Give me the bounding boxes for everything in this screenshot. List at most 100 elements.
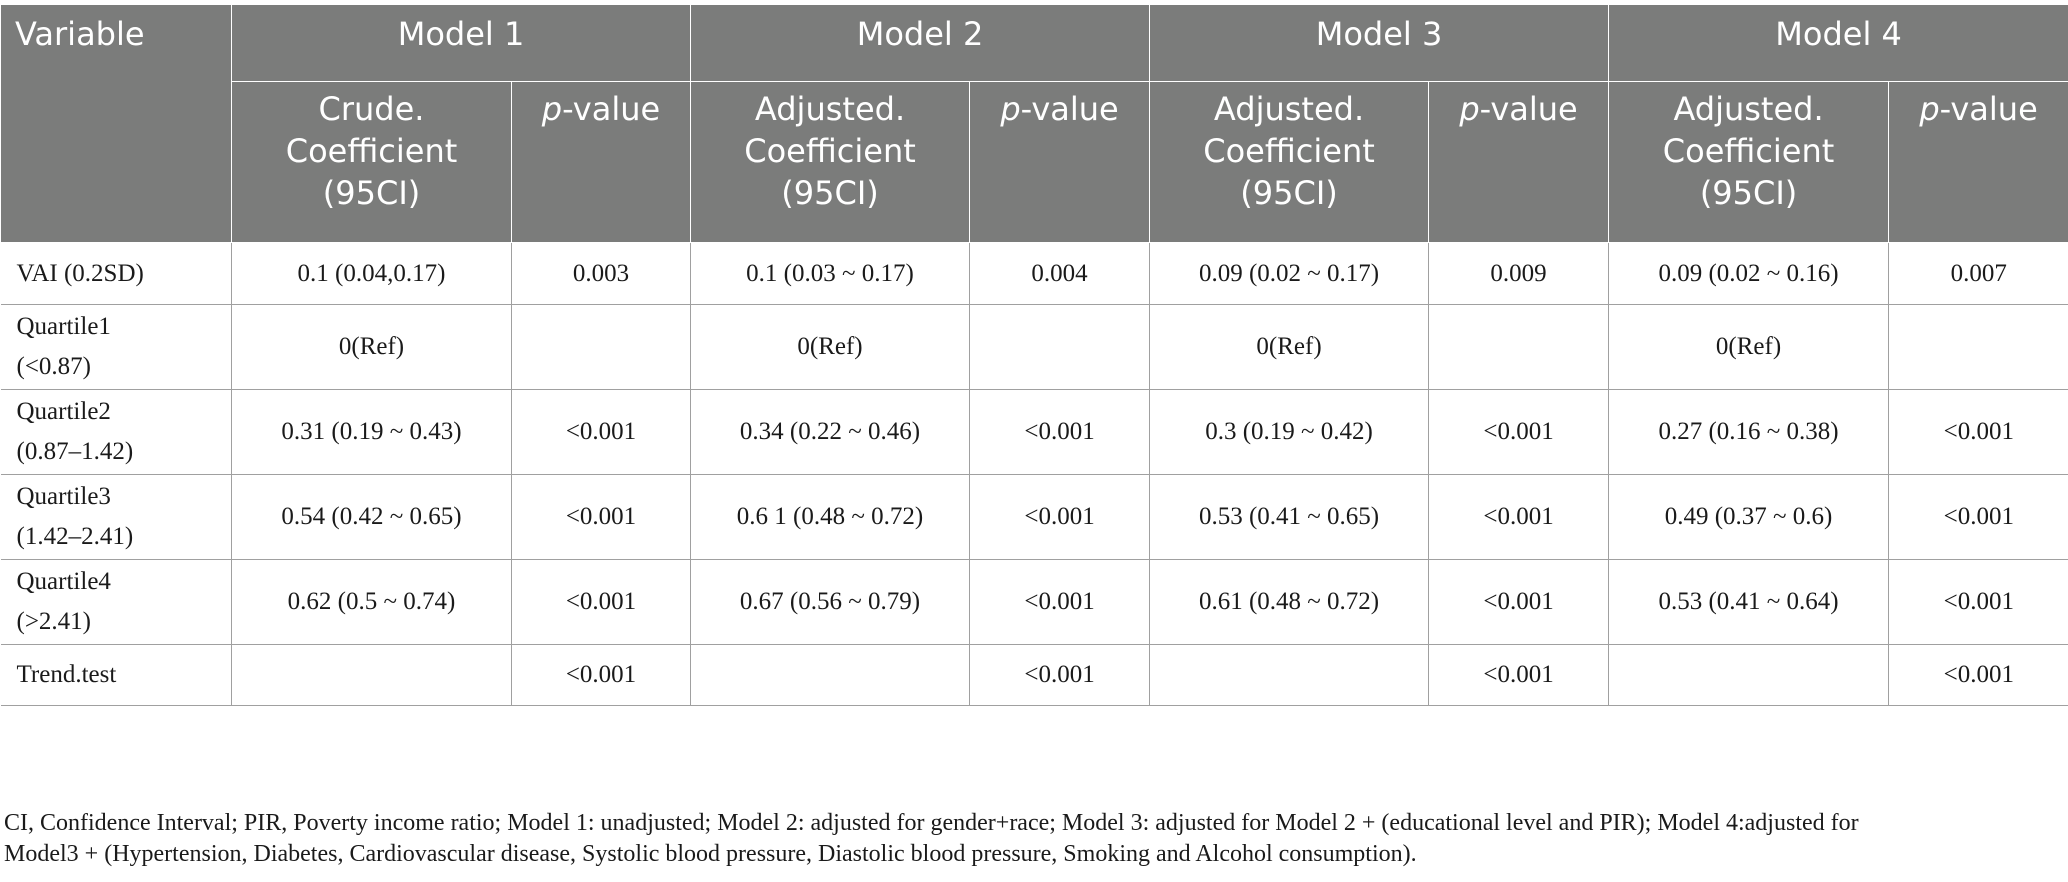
model-4-pvalue-header: p-value [1888, 81, 2068, 243]
pvalue-cell: 0.004 [969, 242, 1151, 305]
pvalue-cell: <0.001 [969, 474, 1151, 560]
pvalue-cell: <0.001 [969, 644, 1151, 706]
model-2-header: Model 2 [690, 4, 1151, 82]
row-label-line: (0.87–1.42) [16, 438, 134, 465]
pvalue-italic-p: p [1919, 90, 1940, 128]
pvalue-italic-p: p [1459, 90, 1480, 128]
coef-header-line: Adjusted. [1673, 90, 1824, 128]
coef-header-line: (95CI) [1699, 174, 1798, 212]
pvalue-cell: <0.001 [510, 389, 692, 475]
row-label-line: Quartile1 [16, 313, 111, 340]
coef-header-line: Adjusted. [1213, 90, 1365, 128]
pvalue-suffix: -value [1020, 90, 1119, 128]
pvalue-cell: 0.009 [1428, 242, 1610, 305]
model-3-header: Model 3 [1149, 4, 1610, 82]
coef-header-line: Coefficient [285, 132, 458, 170]
row-label-line: VAI (0.2SD) [16, 259, 144, 287]
table-row-trend-test: Trend.test <0.001 <0.001 <0.001 <0.001 [0, 644, 2068, 706]
footnote-line: Model3 + (Hypertension, Diabetes, Cardio… [4, 841, 1417, 867]
coefficient-cell: 0.09 (0.02 ~ 0.17) [1149, 242, 1430, 305]
table-row-quartile2: Quartile2 (0.87–1.42) 0.31 (0.19 ~ 0.43)… [0, 389, 2068, 475]
pvalue-cell: <0.001 [1428, 474, 1610, 560]
regression-table-container: Variable Model 1 Model 2 Model 3 Model 4… [0, 4, 2068, 706]
coefficient-cell: 0.53 (0.41 ~ 0.65) [1149, 474, 1430, 560]
coef-header-line: (95CI) [781, 174, 879, 212]
pvalue-cell: <0.001 [510, 559, 692, 645]
pvalue-cell: <0.001 [1888, 559, 2068, 645]
coef-header-line: Coefficient [744, 132, 916, 170]
pvalue-cell: <0.001 [1888, 474, 2068, 560]
coefficient-cell: 0.31 (0.19 ~ 0.43) [231, 389, 512, 475]
coef-header-line: Coefficient [1203, 132, 1375, 170]
pvalue-cell: <0.001 [1428, 644, 1610, 706]
pvalue-cell [969, 304, 1151, 390]
footnote-line: CI, Confidence Interval; PIR, Poverty in… [4, 810, 1859, 836]
table-row-quartile1: Quartile1 (<0.87) 0(Ref) 0(Ref) 0(Ref) 0… [0, 304, 2068, 390]
coef-header-line: Adjusted. [754, 90, 906, 128]
coefficient-cell: 0.53 (0.41 ~ 0.64) [1608, 559, 1890, 645]
coefficient-cell: 0.34 (0.22 ~ 0.46) [690, 389, 971, 475]
table-row-vai: VAI (0.2SD) 0.1 (0.04,0.17) 0.003 0.1 (0… [0, 242, 2068, 305]
regression-table: Variable Model 1 Model 2 Model 3 Model 4… [0, 4, 2068, 706]
header-row-models: Variable Model 1 Model 2 Model 3 Model 4 [0, 4, 2068, 243]
coefficient-cell: 0.67 (0.56 ~ 0.79) [690, 559, 971, 645]
pvalue-cell: <0.001 [969, 389, 1151, 475]
coefficient-cell: 0.3 (0.19 ~ 0.42) [1149, 389, 1430, 475]
model-1-pvalue-header: p-value [510, 81, 692, 243]
pvalue-cell: <0.001 [1428, 559, 1610, 645]
row-label: Quartile3 (1.42–2.41) [0, 474, 232, 560]
pvalue-cell: <0.001 [1888, 644, 2068, 706]
pvalue-cell: 0.003 [510, 242, 692, 305]
row-label: Quartile1 (<0.87) [0, 304, 232, 390]
pvalue-suffix: -value [1939, 90, 2038, 128]
coef-header-line: (95CI) [322, 174, 421, 212]
pvalue-cell: 0.007 [1888, 242, 2068, 305]
model-1-header: Model 1 [230, 4, 692, 82]
coef-header-line: Crude. [318, 90, 425, 128]
model-4-coefficient-header: Adjusted. Coefficient (95CI) [1608, 81, 1890, 243]
pvalue-cell: <0.001 [969, 559, 1151, 645]
table-row-quartile3: Quartile3 (1.42–2.41) 0.54 (0.42 ~ 0.65)… [0, 474, 2068, 560]
table-body: VAI (0.2SD) 0.1 (0.04,0.17) 0.003 0.1 (0… [0, 242, 2068, 706]
table-footnote: CI, Confidence Interval; PIR, Poverty in… [4, 808, 2064, 870]
coefficient-cell [231, 644, 512, 706]
coefficient-cell: 0.62 (0.5 ~ 0.74) [231, 559, 512, 645]
pvalue-cell: <0.001 [1428, 389, 1610, 475]
row-label-line: (<0.87) [16, 353, 92, 380]
coefficient-cell: 0.54 (0.42 ~ 0.65) [231, 474, 512, 560]
coefficient-cell: 0.6 1 (0.48 ~ 0.72) [690, 474, 971, 560]
row-label: Trend.test [0, 644, 232, 706]
row-label: Quartile4 (>2.41) [0, 559, 232, 645]
coef-header-line: Coefficient [1662, 132, 1835, 170]
pvalue-cell: <0.001 [510, 644, 692, 706]
model-3-pvalue-header: p-value [1428, 81, 1610, 243]
coef-header-line: (95CI) [1240, 174, 1338, 212]
coefficient-cell: 0.1 (0.03 ~ 0.17) [690, 242, 971, 305]
table-row-quartile4: Quartile4 (>2.41) 0.62 (0.5 ~ 0.74) <0.0… [0, 559, 2068, 645]
row-label-line: Quartile3 [16, 483, 111, 510]
pvalue-italic-p: p [1000, 90, 1021, 128]
model-2-coefficient-header: Adjusted. Coefficient (95CI) [690, 81, 971, 243]
row-label-line: Quartile2 [16, 398, 111, 425]
pvalue-suffix: -value [1479, 90, 1578, 128]
row-label-line: (>2.41) [16, 608, 92, 635]
coefficient-cell: 0(Ref) [690, 304, 971, 390]
row-label-line: Trend.test [16, 661, 117, 688]
coefficient-cell: 0(Ref) [1149, 304, 1430, 390]
coefficient-cell: 0.1 (0.04,0.17) [231, 242, 512, 305]
coefficient-cell: 0(Ref) [1608, 304, 1890, 390]
table-header: Variable Model 1 Model 2 Model 3 Model 4… [0, 4, 2068, 243]
pvalue-suffix: -value [562, 90, 661, 128]
pvalue-cell: <0.001 [1888, 389, 2068, 475]
coefficient-cell: 0.09 (0.02 ~ 0.16) [1608, 242, 1890, 305]
coefficient-cell: 0.61 (0.48 ~ 0.72) [1149, 559, 1430, 645]
header-row-columns: Crude. Coefficient (95CI) p-value Adjust… [1, 81, 2068, 243]
coefficient-cell: 0.27 (0.16 ~ 0.38) [1608, 389, 1890, 475]
coefficient-cell [1608, 644, 1890, 706]
pvalue-cell [1428, 304, 1610, 390]
model-1-coefficient-header: Crude. Coefficient (95CI) [231, 81, 512, 243]
row-label-line: (1.42–2.41) [16, 523, 134, 550]
pvalue-cell [510, 304, 692, 390]
pvalue-italic-p: p [541, 90, 563, 128]
row-label-line: Quartile4 [16, 568, 111, 595]
